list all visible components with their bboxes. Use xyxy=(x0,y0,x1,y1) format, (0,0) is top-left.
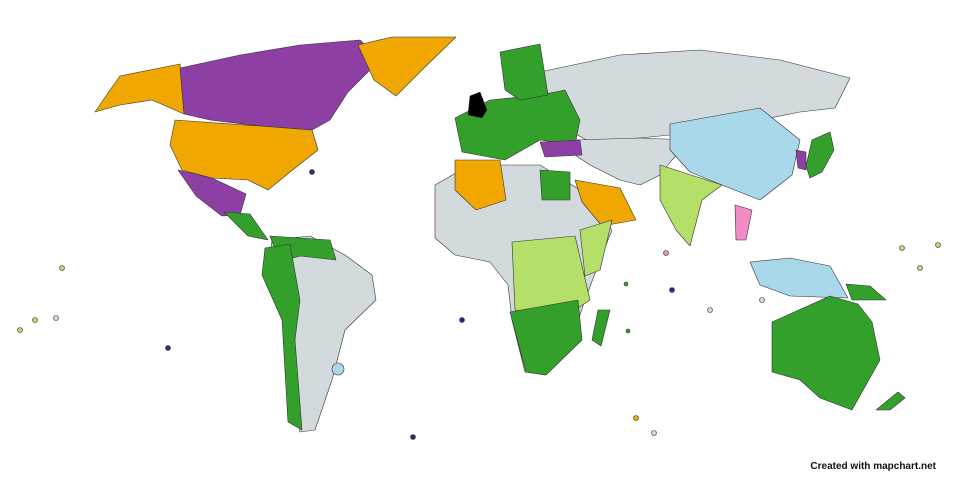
papua-new-guinea[interactable] xyxy=(845,283,887,301)
island-dot[interactable] xyxy=(459,317,465,323)
island-dot[interactable] xyxy=(669,287,675,293)
island-dot[interactable] xyxy=(917,265,923,271)
scandinavia[interactable] xyxy=(499,43,549,101)
united-kingdom[interactable] xyxy=(467,91,488,119)
uruguay[interactable] xyxy=(331,362,345,376)
algeria[interactable] xyxy=(454,159,507,211)
island-dot[interactable] xyxy=(59,265,65,271)
island-dot[interactable] xyxy=(309,169,315,175)
madagascar[interactable] xyxy=(591,309,611,347)
central-america[interactable] xyxy=(223,211,269,241)
mapchart-credit: Created with mapchart.net xyxy=(810,461,936,472)
island-dot[interactable] xyxy=(663,250,669,256)
greenland[interactable] xyxy=(357,36,457,97)
indonesia[interactable] xyxy=(749,257,849,299)
horn-of-africa[interactable] xyxy=(579,219,613,277)
island-dot[interactable] xyxy=(32,317,38,323)
island-dot[interactable] xyxy=(410,434,416,440)
island-dot[interactable] xyxy=(759,297,765,303)
alaska[interactable] xyxy=(94,63,185,115)
island-dot[interactable] xyxy=(623,281,629,287)
southern-africa[interactable] xyxy=(509,299,583,376)
turkey[interactable] xyxy=(539,139,583,158)
north-korea[interactable] xyxy=(795,149,807,171)
island-dot[interactable] xyxy=(633,415,639,421)
new-zealand[interactable] xyxy=(875,391,906,411)
canada[interactable] xyxy=(179,39,381,131)
saudi-arabia[interactable] xyxy=(574,179,637,227)
island-dot[interactable] xyxy=(651,430,657,436)
island-dot[interactable] xyxy=(935,242,941,248)
egypt[interactable] xyxy=(539,169,571,201)
usa[interactable] xyxy=(169,119,319,191)
china[interactable] xyxy=(669,107,801,201)
island-dot[interactable] xyxy=(53,315,59,321)
thailand[interactable] xyxy=(734,204,753,241)
island-dot[interactable] xyxy=(17,327,23,333)
japan[interactable] xyxy=(805,131,835,179)
island-dot[interactable] xyxy=(165,345,171,351)
australia[interactable] xyxy=(771,295,881,411)
island-dot[interactable] xyxy=(899,245,905,251)
andean-south-america[interactable] xyxy=(261,243,303,431)
island-dot[interactable] xyxy=(625,328,631,334)
island-dot[interactable] xyxy=(707,307,713,313)
